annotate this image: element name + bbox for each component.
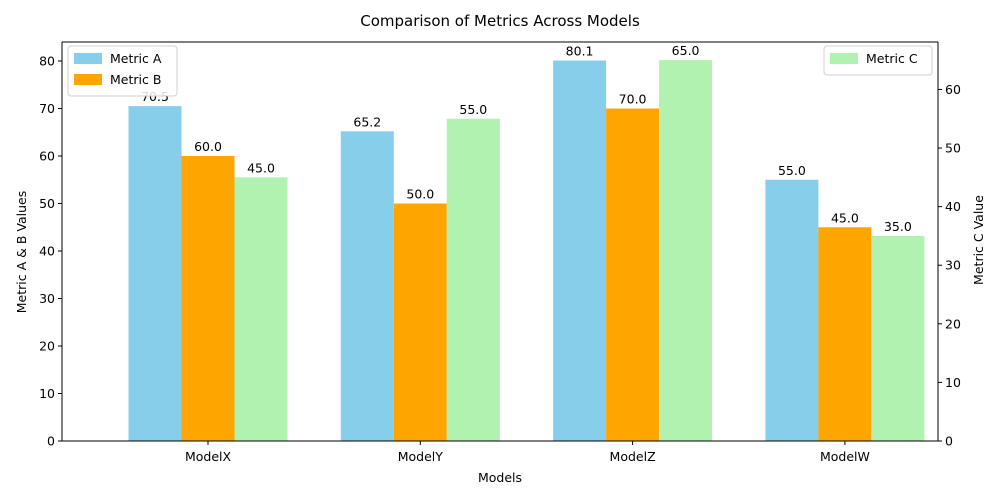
legend-swatch [74,74,102,85]
bar-metric-a-modelz [553,60,607,442]
bar-metric-c-modelw [871,235,925,441]
bar-metric-b-modelz [606,108,660,441]
chart-title: Comparison of Metrics Across Models [360,12,640,30]
axes-group: 0 10 20 30 40 50 60 70 80 0 10 20 30 40 50 60 ModelX Mode… [39,41,961,464]
data-labels-group: 70.565.280.155.060.050.070.045.045.055.0… [141,43,912,234]
bar-metric-a-modely [340,131,394,442]
y-tick-label: 50 [39,196,55,211]
bar-metric-c-modelz [659,60,713,441]
bar-metric-a-modelx [128,106,182,441]
x-axis-title: Models [478,470,522,485]
y-right-tick-label: 30 [945,258,961,273]
data-label: 80.1 [566,44,594,59]
y-tick-label: 60 [39,149,55,164]
bar-metric-c-modely [446,118,500,442]
legend-label: Metric A [110,51,162,66]
y-axis-right-title: Metric C Value [971,195,986,285]
data-label: 55.0 [778,163,806,178]
y-right-tick-label: 50 [945,141,961,156]
y-tick-label: 0 [47,434,55,449]
legend-label: Metric B [110,72,161,87]
legend-label: Metric C [866,51,918,66]
y-tick-label: 70 [39,101,55,116]
x-tick-label: ModelX [185,449,232,464]
y-axis-title: Metric A & B Values [14,191,29,313]
y-right-tick-label: 10 [945,375,961,390]
x-tick-label: ModelY [398,449,444,464]
data-label: 65.0 [672,43,700,58]
bars-group [128,60,925,442]
y-tick-label: 40 [39,244,55,259]
data-label: 60.0 [194,139,222,154]
y-tick-label: 80 [39,54,55,69]
data-label: 35.0 [884,219,912,234]
data-label: 45.0 [831,210,859,225]
y-tick-label: 30 [39,291,55,306]
bar-metric-a-modelw [765,179,819,441]
legend-swatch [74,53,102,64]
y-tick-label: 10 [39,386,55,401]
x-tick-label: ModelW [820,449,870,464]
y-right-tick-label: 60 [945,82,961,97]
legend-swatch [830,53,858,64]
data-label: 70.0 [619,92,647,107]
bar-metric-b-modely [393,203,447,441]
bar-metric-c-modelx [234,177,288,441]
y-tick-label: 20 [39,339,55,354]
bar-metric-b-modelx [181,156,235,441]
data-label: 65.2 [353,114,381,129]
data-label: 55.0 [459,102,487,117]
legends-group: Metric A Metric B Metric C [67,45,933,97]
data-label: 50.0 [406,187,434,202]
y-right-tick-label: 20 [945,316,961,331]
y-right-tick-label: 0 [945,434,953,449]
x-tick-label: ModelZ [610,449,656,464]
data-label: 45.0 [247,160,275,175]
bar-metric-b-modelw [818,227,872,441]
y-right-tick-label: 40 [945,199,961,214]
